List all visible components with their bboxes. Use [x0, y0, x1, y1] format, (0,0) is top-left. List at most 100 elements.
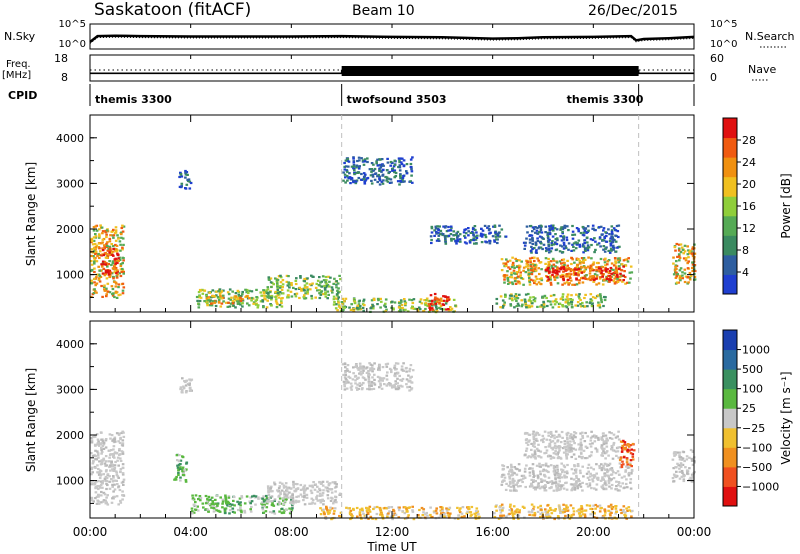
scatter-cell [367, 370, 370, 373]
scatter-cell [476, 234, 479, 237]
scatter-cell [435, 309, 439, 312]
scatter-cell [277, 275, 281, 278]
scatter-cell [536, 237, 539, 240]
scatter-cell [620, 446, 624, 449]
scatter-cell [628, 472, 631, 475]
scatter-cell [332, 295, 336, 298]
scatter-cell [225, 301, 228, 304]
scatter-cell [541, 247, 544, 251]
scatter-cell [625, 465, 628, 468]
scatter-cell [566, 259, 569, 262]
scatter-cell [254, 503, 257, 506]
scatter-cell [90, 237, 94, 240]
scatter-cell [534, 243, 538, 246]
scatter-cell [119, 249, 122, 252]
scatter-cell [567, 302, 570, 305]
scatter-cell [608, 431, 611, 434]
scatter-cell [181, 473, 185, 476]
scatter-cell [456, 236, 459, 239]
scatter-cell [467, 508, 471, 511]
scatter-cell [304, 488, 307, 491]
scatter-cell [570, 268, 574, 271]
scatter-cell [325, 505, 328, 508]
scatter-cell [569, 276, 572, 279]
scatter-cell [266, 485, 270, 488]
scatter-cell [463, 234, 466, 238]
scatter-cell [105, 464, 109, 467]
scatter-cell [600, 269, 604, 272]
scatter-cell [352, 164, 356, 167]
scatter-cell [393, 512, 397, 515]
scatter-cell [494, 505, 498, 508]
scatter-cell [609, 247, 613, 250]
scatter-cell [528, 280, 532, 284]
scatter-cell [111, 485, 114, 488]
beam-label: Beam 10 [352, 3, 415, 19]
scatter-cell [502, 514, 505, 517]
scatter-cell [688, 252, 692, 255]
scatter-cell [115, 275, 119, 278]
scatter-cell [469, 239, 473, 242]
scatter-cell [554, 299, 557, 302]
scatter-cell [608, 462, 612, 465]
scatter-cell [278, 497, 282, 500]
scatter-cell [92, 236, 96, 239]
scatter-cell [231, 507, 235, 510]
scatter-cell [385, 365, 389, 368]
scatter-cell [341, 363, 345, 366]
scatter-cell [361, 376, 365, 379]
scatter-cell [566, 268, 570, 271]
scatter-cell [335, 485, 338, 488]
freq-unit-label: [MHz] [2, 70, 31, 81]
scatter-cell [577, 443, 580, 446]
scatter-cell [561, 295, 564, 298]
scatter-cell [683, 280, 687, 284]
scatter-cell [194, 508, 197, 511]
scatter-cell [570, 294, 573, 297]
scatter-cell [620, 511, 623, 515]
scatter-cell [405, 366, 408, 370]
scatter-cell [95, 502, 99, 505]
scatter-cell [621, 444, 624, 447]
scatter-cell [430, 300, 434, 303]
scatter-cell [610, 445, 614, 448]
scatter-cell [122, 431, 125, 434]
scatter-cell [227, 495, 231, 498]
scatter-cell [591, 474, 594, 477]
scatter-cell [359, 373, 363, 376]
scatter-cell [556, 273, 559, 276]
scatter-cell [504, 295, 507, 298]
scatter-cell [513, 277, 517, 280]
scatter-cell [247, 291, 250, 294]
scatter-cell [96, 499, 99, 502]
scatter-cell [571, 230, 575, 233]
scatter-cell [582, 227, 586, 230]
scatter-cell [291, 497, 295, 500]
scatter-cell [561, 251, 565, 254]
scatter-cell [495, 238, 498, 241]
scatter-cell [564, 269, 567, 272]
scatter-cell [691, 246, 695, 249]
scatter-cell [481, 229, 485, 232]
scatter-cell [578, 297, 581, 300]
scatter-cell [239, 504, 242, 507]
scatter-cell [529, 278, 533, 281]
scatter-cell [331, 291, 334, 294]
scatter-cell [513, 306, 516, 309]
scatter-cell [380, 387, 384, 390]
scatter-cell [615, 510, 618, 513]
scatter-cell [693, 470, 696, 474]
scatter-cell [492, 225, 495, 228]
scatter-cell [536, 305, 539, 308]
scatter-cell [535, 229, 539, 232]
scatter-cell [332, 502, 335, 505]
scatter-cell [587, 229, 590, 232]
scatter-cell [570, 514, 574, 517]
scatter-cell [626, 281, 629, 284]
scatter-cell [430, 241, 433, 245]
scatter-cell [108, 251, 111, 254]
scatter-cell [678, 454, 681, 457]
scatter-cell [95, 276, 98, 279]
scatter-cell [98, 485, 102, 488]
